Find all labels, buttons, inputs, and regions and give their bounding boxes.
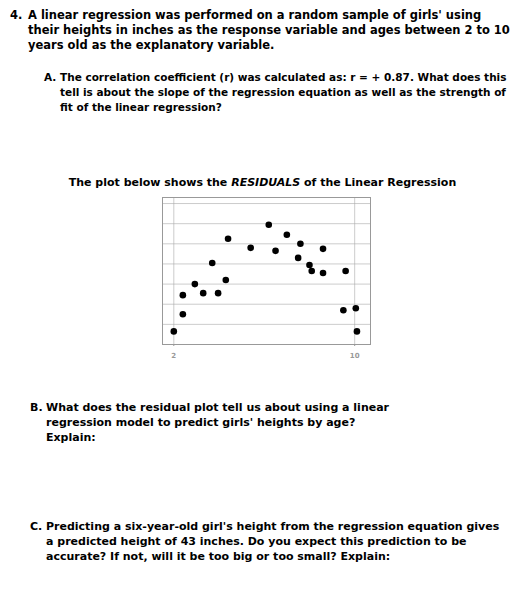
html-text:4.: 4. bbox=[10, 8, 23, 22]
html-text:C. Predicting a six-year-old g: C. Predicting a six-year-old girl's heig… bbox=[30, 520, 500, 563]
html-text:A linear regression was perfor: A linear regression was performed on a r… bbox=[28, 8, 510, 52]
html-text:B. What does the residual plot: B. What does the residual plot tell us a… bbox=[30, 401, 389, 444]
html-text:A. The correlation coefficient: A. The correlation coefficient (r) was c… bbox=[44, 71, 507, 113]
svg-text:10: 10 bbox=[350, 352, 360, 358]
svg-text:2: 2 bbox=[171, 352, 176, 358]
html-text:The plot below shows the RESID: The plot below shows the RESIDUALS of th… bbox=[68, 176, 457, 189]
